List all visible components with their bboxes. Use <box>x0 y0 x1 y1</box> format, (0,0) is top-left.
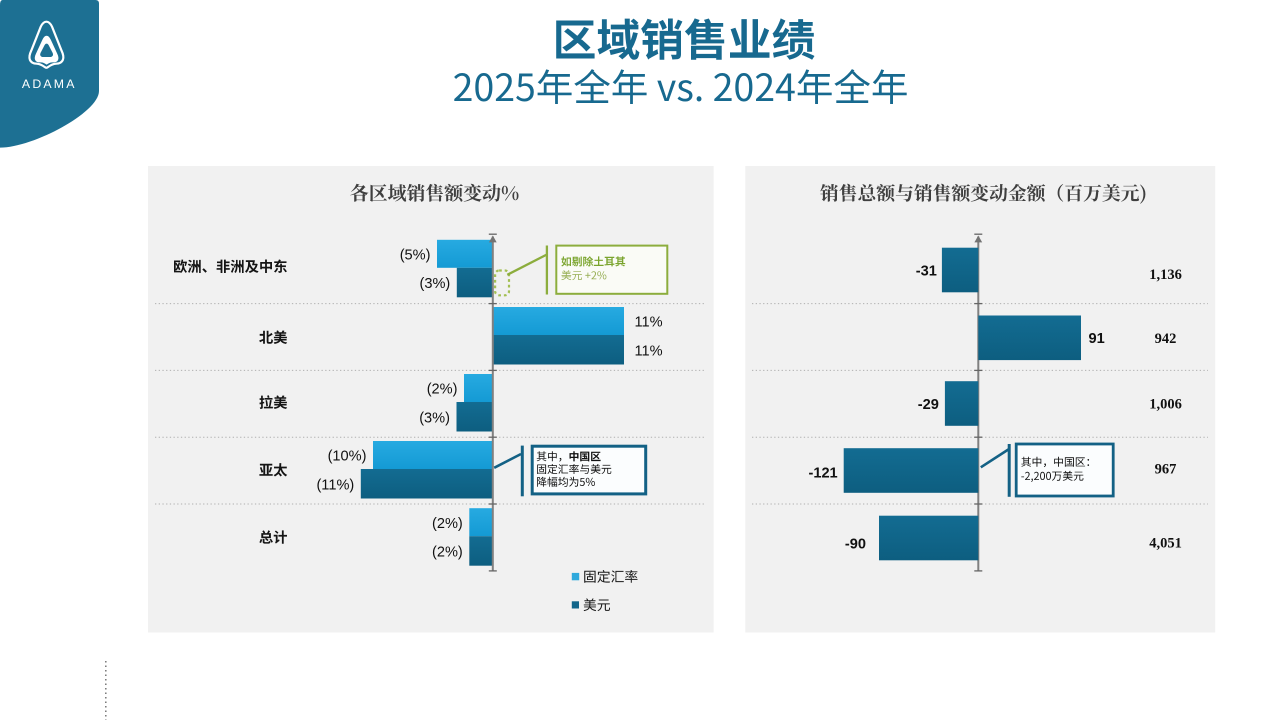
svg-text:-90: -90 <box>845 536 866 552</box>
svg-text:-121: -121 <box>808 465 837 481</box>
svg-text:(3%): (3%) <box>419 276 450 292</box>
svg-text:1,006: 1,006 <box>1149 397 1182 413</box>
svg-text:942: 942 <box>1155 331 1177 347</box>
svg-text:(2%): (2%) <box>432 516 463 532</box>
svg-text:ADAMA: ADAMA <box>22 77 77 91</box>
svg-text:1,136: 1,136 <box>1149 267 1182 283</box>
svg-text:(5%): (5%) <box>400 247 431 263</box>
svg-text:4,051: 4,051 <box>1149 536 1182 552</box>
svg-text:-31: -31 <box>916 263 937 279</box>
svg-text:(3%): (3%) <box>419 410 450 426</box>
svg-text:(2%): (2%) <box>432 545 463 561</box>
svg-text:11%: 11% <box>635 315 663 331</box>
svg-text:91: 91 <box>1089 331 1105 347</box>
svg-text:-29: -29 <box>918 397 939 413</box>
svg-text:(2%): (2%) <box>427 382 458 398</box>
svg-text:(11%): (11%) <box>316 477 354 493</box>
svg-text:(10%): (10%) <box>328 449 367 465</box>
svg-text:11%: 11% <box>635 343 663 359</box>
svg-text:967: 967 <box>1155 462 1177 478</box>
